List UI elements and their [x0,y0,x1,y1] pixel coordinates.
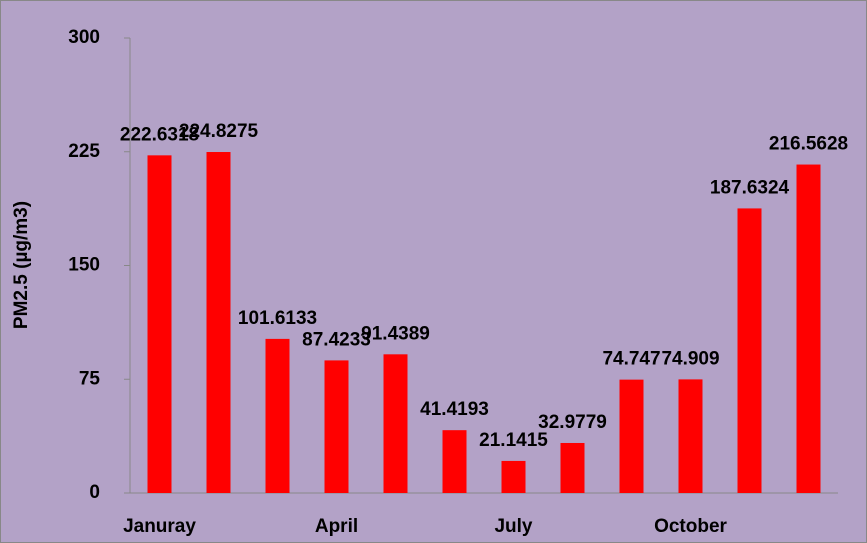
bar [560,442,585,493]
bar [442,430,467,493]
data-label: 222.6318 [120,124,199,145]
data-label: 21.1415 [479,430,548,451]
x-tick-label: Januray [123,516,196,537]
data-label: 87.4233 [302,329,371,350]
data-label: 187.6324 [710,177,790,198]
data-label: 224.8275 [179,121,259,142]
bar [206,152,231,493]
bar [501,460,526,493]
bar [265,338,290,493]
bar [619,379,644,493]
data-label: 41.4193 [420,399,489,420]
bar [678,379,703,493]
data-label: 91.4389 [361,323,430,344]
x-tick-label: October [654,516,727,537]
bar [147,155,172,493]
bar [737,208,762,493]
y-tick-label: 75 [79,368,101,389]
bar [324,360,349,493]
y-tick-label: 300 [68,27,100,48]
data-label: 74.747 [602,349,660,370]
x-tick-label: April [315,516,358,537]
data-label: 32.9779 [538,412,607,433]
data-label: 74.909 [661,348,719,369]
bar [796,164,821,493]
x-tick-label: July [494,516,532,537]
y-tick-label: 225 [68,141,100,162]
bar [383,354,408,493]
y-tick-label: 150 [68,255,100,276]
data-label: 216.5628 [769,134,848,155]
data-label: 101.6133 [238,308,317,329]
y-tick-label: 0 [89,482,100,503]
y-axis-title: PM2.5 (µg/m3) [11,201,32,329]
